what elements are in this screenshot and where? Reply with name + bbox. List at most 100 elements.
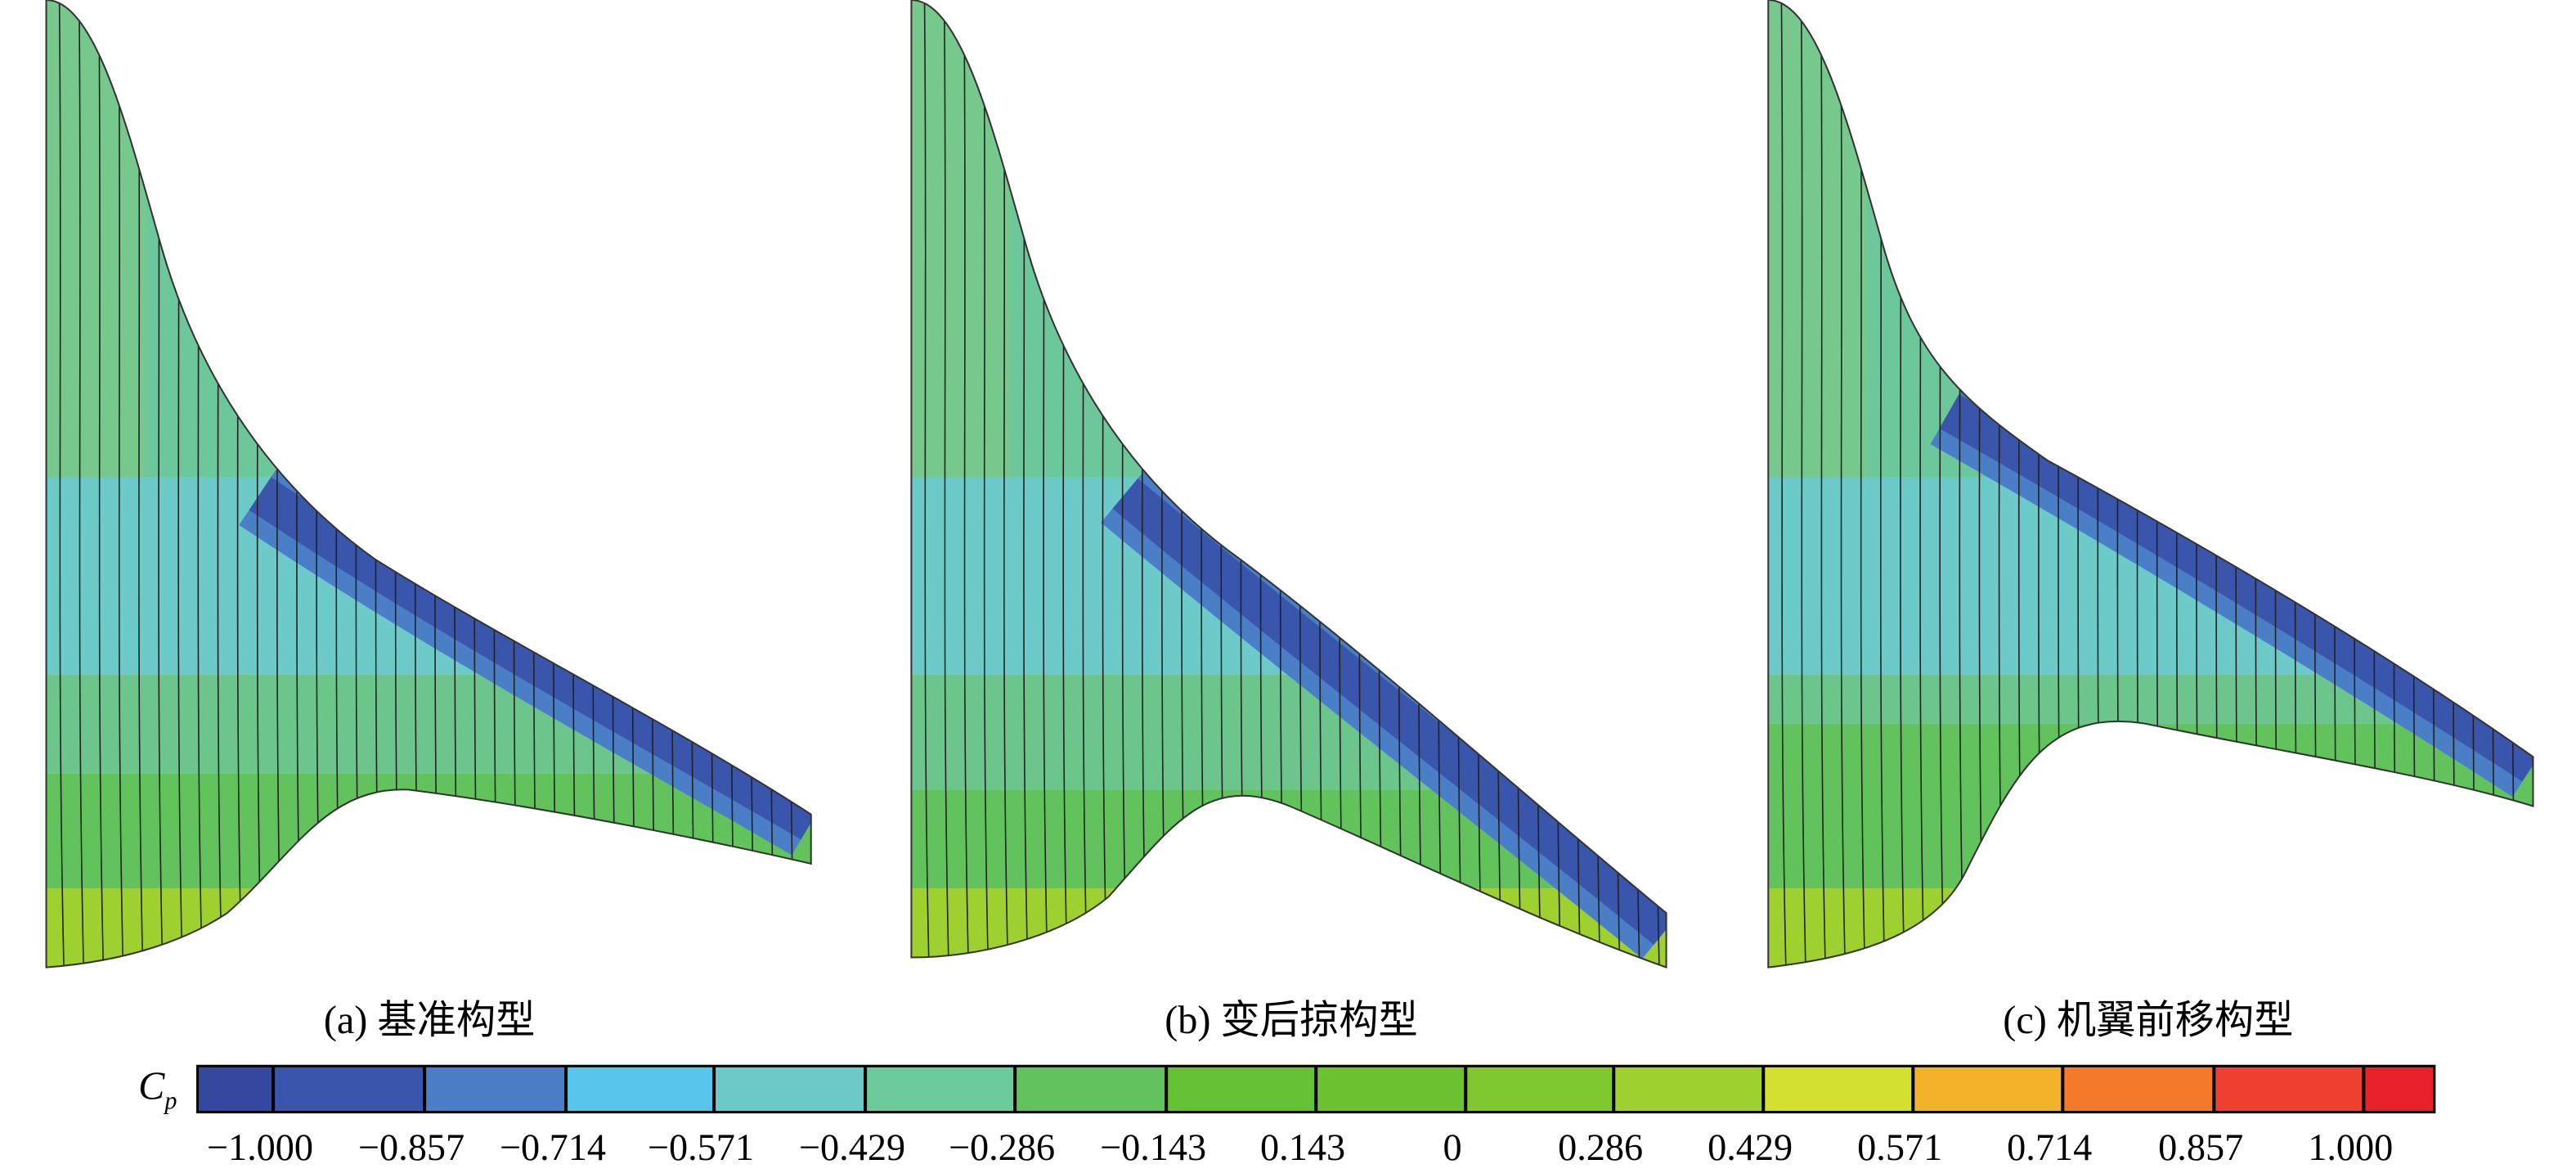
contour-fill xyxy=(46,0,811,968)
streamline xyxy=(2313,0,2320,968)
streamline xyxy=(2116,0,2123,968)
contour-fill xyxy=(1768,0,2533,968)
streamline xyxy=(2491,0,2498,968)
streamline xyxy=(1675,0,1680,987)
streamline xyxy=(983,0,990,968)
colorbar-segment xyxy=(1763,1066,1914,1112)
streamline xyxy=(1820,0,1827,968)
streamline xyxy=(1654,0,1661,968)
streamline xyxy=(1338,0,1345,968)
colorbar-tick-label: 0.286 xyxy=(1558,1127,1643,1169)
streamline xyxy=(2471,0,2478,968)
colorbar-segment xyxy=(865,1066,1016,1112)
colorbar-segment xyxy=(2214,1066,2364,1112)
colorbar-segment xyxy=(424,1066,567,1112)
streamline xyxy=(532,0,539,968)
streamline xyxy=(394,0,401,968)
streamline xyxy=(453,0,460,968)
streamline xyxy=(572,0,578,968)
streamline xyxy=(2412,0,2419,968)
contour-zone xyxy=(1768,723,2533,889)
streamline xyxy=(963,0,970,968)
streamline xyxy=(354,0,361,968)
colorbar-label-subscript: p xyxy=(163,1087,177,1115)
streamline xyxy=(2234,0,2242,968)
streamline xyxy=(374,0,381,968)
streamline xyxy=(2530,0,2533,968)
streamline xyxy=(1299,0,1305,968)
streamline xyxy=(414,0,420,968)
colorbar-tick-label: 0.857 xyxy=(2158,1127,2243,1169)
colorbar-tick-label: 0.143 xyxy=(1260,1127,1345,1169)
contour-panel xyxy=(910,0,1680,987)
streamline xyxy=(2175,0,2182,968)
streamline xyxy=(78,0,85,968)
colorbar-tick-label: 0.714 xyxy=(2007,1127,2092,1169)
colorbar-tick-label: −0.571 xyxy=(648,1127,754,1169)
streamline xyxy=(2511,0,2518,968)
streamline xyxy=(2254,0,2261,968)
streamline xyxy=(2195,0,2202,968)
streamline xyxy=(2392,0,2399,968)
streamline xyxy=(2294,0,2300,968)
streamline xyxy=(1239,0,1246,968)
contour-panel xyxy=(45,0,812,969)
caption: (b) 变后掠构型 xyxy=(1165,999,1418,1042)
colorbar-segment xyxy=(1316,1066,1466,1112)
contour-zone xyxy=(911,674,1667,790)
streamline xyxy=(473,0,480,968)
colorbar-segment xyxy=(1613,1066,1764,1112)
streamline xyxy=(1279,0,1286,968)
streamline xyxy=(512,0,519,968)
streamline xyxy=(2273,0,2281,968)
caption: (c) 机翼前移构型 xyxy=(2003,999,2293,1042)
streamline xyxy=(2353,0,2360,968)
colorbar-tick-label: −1.000 xyxy=(207,1127,313,1169)
colorbar-segment xyxy=(273,1066,425,1112)
contour-fill xyxy=(911,0,1680,987)
streamline xyxy=(2432,0,2439,968)
streamline xyxy=(552,0,559,968)
colorbar-tick-label: −0.857 xyxy=(358,1127,464,1169)
streamline xyxy=(118,0,124,968)
streamline xyxy=(2372,0,2380,968)
streamline xyxy=(670,0,677,968)
streamline xyxy=(1780,0,1788,968)
streamline xyxy=(1614,0,1622,968)
streamline xyxy=(591,0,599,968)
colorbar-tick-label: −0.714 xyxy=(500,1127,606,1169)
contour-zone xyxy=(249,477,811,840)
streamline xyxy=(650,0,657,968)
colorbar-tick-label: −0.286 xyxy=(949,1127,1055,1169)
contour-zone xyxy=(911,0,1011,478)
contour-zone xyxy=(1768,477,2533,675)
streamline xyxy=(98,0,105,968)
streamline xyxy=(1800,0,1807,968)
streamline xyxy=(1318,0,1326,968)
streamline xyxy=(611,0,618,968)
streamline xyxy=(2156,0,2162,968)
streamline xyxy=(1180,0,1187,968)
colorbar-tick-label: 0 xyxy=(1443,1127,1462,1169)
streamline xyxy=(1259,0,1266,968)
contour-zone xyxy=(1112,478,1667,945)
colorbar-segment xyxy=(1465,1066,1614,1112)
streamline xyxy=(2135,0,2143,968)
streamline xyxy=(1595,0,1601,968)
colorbar-segment xyxy=(1015,1066,1167,1112)
streamline xyxy=(1219,0,1227,968)
streamline xyxy=(923,0,931,968)
colorbar-segment xyxy=(2062,1066,2215,1112)
streamline xyxy=(2215,0,2222,968)
streamline xyxy=(334,0,342,968)
colorbar: −1.000 −0.857 −0.714 −0.571 −0.429 −0.286 −0.1… xyxy=(196,1064,2436,1169)
contour-plots xyxy=(45,0,2534,987)
streamline xyxy=(1839,0,1847,968)
colorbar-segment xyxy=(566,1066,715,1112)
streamline xyxy=(631,0,638,968)
streamline xyxy=(1634,0,1641,968)
colorbar-label: C xyxy=(138,1064,165,1108)
contour-panel xyxy=(1767,0,2534,969)
colorbar-segment xyxy=(2363,1066,2435,1112)
